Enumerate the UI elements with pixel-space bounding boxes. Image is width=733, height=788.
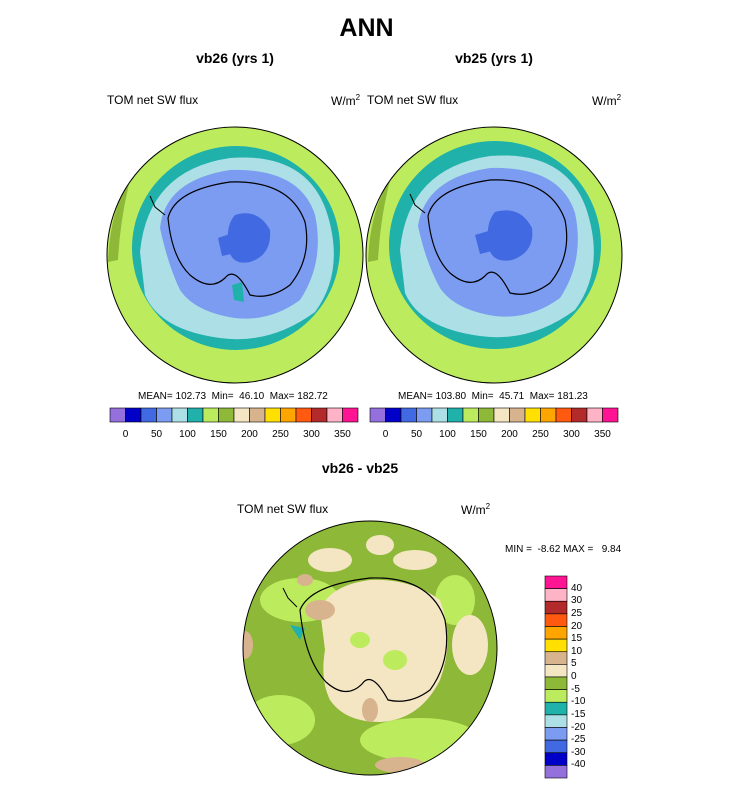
colorbar-swatch xyxy=(171,407,188,423)
panel-2-variable: TOM net SW flux xyxy=(367,93,459,107)
colorbar-tick-label: 0 xyxy=(571,671,577,682)
colorbar-tick-label: 100 xyxy=(439,429,456,440)
colorbar-tick-label: -15 xyxy=(571,708,586,720)
colorbar-swatch xyxy=(544,689,568,703)
colorbar-swatch xyxy=(125,407,142,423)
colorbar-swatch xyxy=(544,651,568,665)
colorbar-swatch xyxy=(462,407,479,423)
map-panel-1 xyxy=(106,126,364,384)
colorbar-tick-label: 0 xyxy=(382,429,389,440)
colorbar-swatch xyxy=(264,407,281,423)
colorbar-tick-label: -40 xyxy=(571,759,586,771)
colorbar-swatch xyxy=(544,664,568,678)
colorbar-swatch xyxy=(544,727,568,741)
colorbar-swatch xyxy=(544,714,568,728)
colorbar-swatch xyxy=(478,407,495,423)
colorbar-swatch xyxy=(187,407,204,423)
colorbar-tick-label: 20 xyxy=(571,620,583,632)
colorbar-swatch xyxy=(218,407,235,423)
diff-panel-title: vb26 - vb25 xyxy=(321,460,399,476)
colorbar-tick-label: -30 xyxy=(571,746,586,758)
colorbar-swatch xyxy=(540,407,557,423)
colorbar-swatch xyxy=(431,407,448,423)
colorbar-tick-label: -10 xyxy=(571,696,586,708)
colorbar-swatch xyxy=(544,600,568,615)
colorbar-tick-label: 5 xyxy=(571,658,577,670)
colorbar-swatch xyxy=(544,588,568,602)
colorbar-swatch xyxy=(544,752,568,766)
colorbar-swatch xyxy=(295,407,312,423)
colorbar-tick-label: 250 xyxy=(532,429,549,440)
diff-panel-variable: TOM net SW flux xyxy=(237,502,329,516)
colorbar-tick-label: 0 xyxy=(122,429,129,440)
map-panel-diff xyxy=(242,520,498,776)
colorbar-swatch xyxy=(555,407,572,423)
colorbar-swatch xyxy=(447,407,464,423)
panel-2-stats: MEAN= 103.80 Min= 45.71 Max= 181.23 xyxy=(398,391,588,402)
colorbar-swatch xyxy=(509,407,526,423)
colorbar-tick-label: -20 xyxy=(571,721,586,733)
colorbar-tick-label: 30 xyxy=(571,595,583,607)
colorbar-swatch xyxy=(544,765,568,779)
colorbar-swatch xyxy=(416,407,433,423)
panel-1-stats: MEAN= 102.73 Min= 46.10 Max= 182.72 xyxy=(138,391,328,402)
colorbar-panel-2 xyxy=(369,407,619,423)
figure-title: ANN xyxy=(339,14,394,42)
panel-1-title: vb26 (yrs 1) xyxy=(196,50,274,66)
panel-2-title: vb25 (yrs 1) xyxy=(455,50,533,66)
colorbar-swatch xyxy=(544,613,568,627)
colorbar-swatch xyxy=(140,407,157,423)
colorbar-swatch xyxy=(544,575,568,589)
panel-1-variable: TOM net SW flux xyxy=(107,93,199,107)
colorbar-tick-label: 40 xyxy=(571,582,583,594)
colorbar-swatch xyxy=(544,739,568,754)
colorbar-swatch xyxy=(280,407,297,423)
panel-1-units: W/m2 xyxy=(331,93,361,108)
panel-2-units: W/m2 xyxy=(592,93,622,108)
colorbar-swatch xyxy=(109,407,126,423)
colorbar-swatch xyxy=(385,407,402,423)
colorbar-swatch xyxy=(233,407,250,423)
colorbar-diff xyxy=(544,575,568,779)
colorbar-tick-label: 25 xyxy=(571,607,583,619)
colorbar-tick-label: 350 xyxy=(334,429,351,440)
colorbar-swatch xyxy=(326,407,343,423)
colorbar-tick-label: 15 xyxy=(571,633,583,645)
colorbar-swatch xyxy=(544,626,568,640)
colorbar-swatch xyxy=(400,407,417,423)
colorbar-swatch xyxy=(586,407,603,423)
colorbar-swatch xyxy=(202,407,219,423)
colorbar-tick-label: 250 xyxy=(272,429,289,440)
colorbar-tick-label: 150 xyxy=(470,429,487,440)
colorbar-tick-label: 200 xyxy=(501,429,518,440)
colorbar-swatch xyxy=(544,701,568,716)
colorbar-tick-label: 300 xyxy=(563,429,580,440)
colorbar-tick-label: 100 xyxy=(179,429,196,440)
diff-panel-stats: MIN = -8.62 MAX = 9.84 xyxy=(505,544,622,555)
colorbar-swatch xyxy=(311,407,328,423)
colorbar-swatch xyxy=(544,676,568,690)
colorbar-swatch xyxy=(369,407,386,423)
diff-panel-units: W/m2 xyxy=(461,502,491,517)
colorbar-swatch xyxy=(544,638,568,653)
colorbar-tick-label: 350 xyxy=(594,429,611,440)
map-panel-2 xyxy=(365,126,623,384)
colorbar-tick-label: 50 xyxy=(150,429,163,440)
colorbar-tick-label: 150 xyxy=(210,429,227,440)
colorbar-swatch xyxy=(571,407,588,423)
colorbar-tick-label: 300 xyxy=(303,429,320,440)
colorbar-tick-label: -5 xyxy=(571,683,580,695)
colorbar-tick-label: 200 xyxy=(241,429,258,440)
colorbar-swatch xyxy=(342,407,359,423)
colorbar-swatch xyxy=(249,407,266,423)
colorbar-tick-label: -25 xyxy=(571,734,586,746)
colorbar-swatch xyxy=(493,407,510,423)
colorbar-swatch xyxy=(156,407,173,423)
colorbar-tick-label: 50 xyxy=(410,429,423,440)
colorbar-swatch xyxy=(602,407,619,423)
colorbar-swatch xyxy=(524,407,541,423)
colorbar-panel-1 xyxy=(109,407,359,423)
colorbar-tick-label: 10 xyxy=(571,645,583,657)
